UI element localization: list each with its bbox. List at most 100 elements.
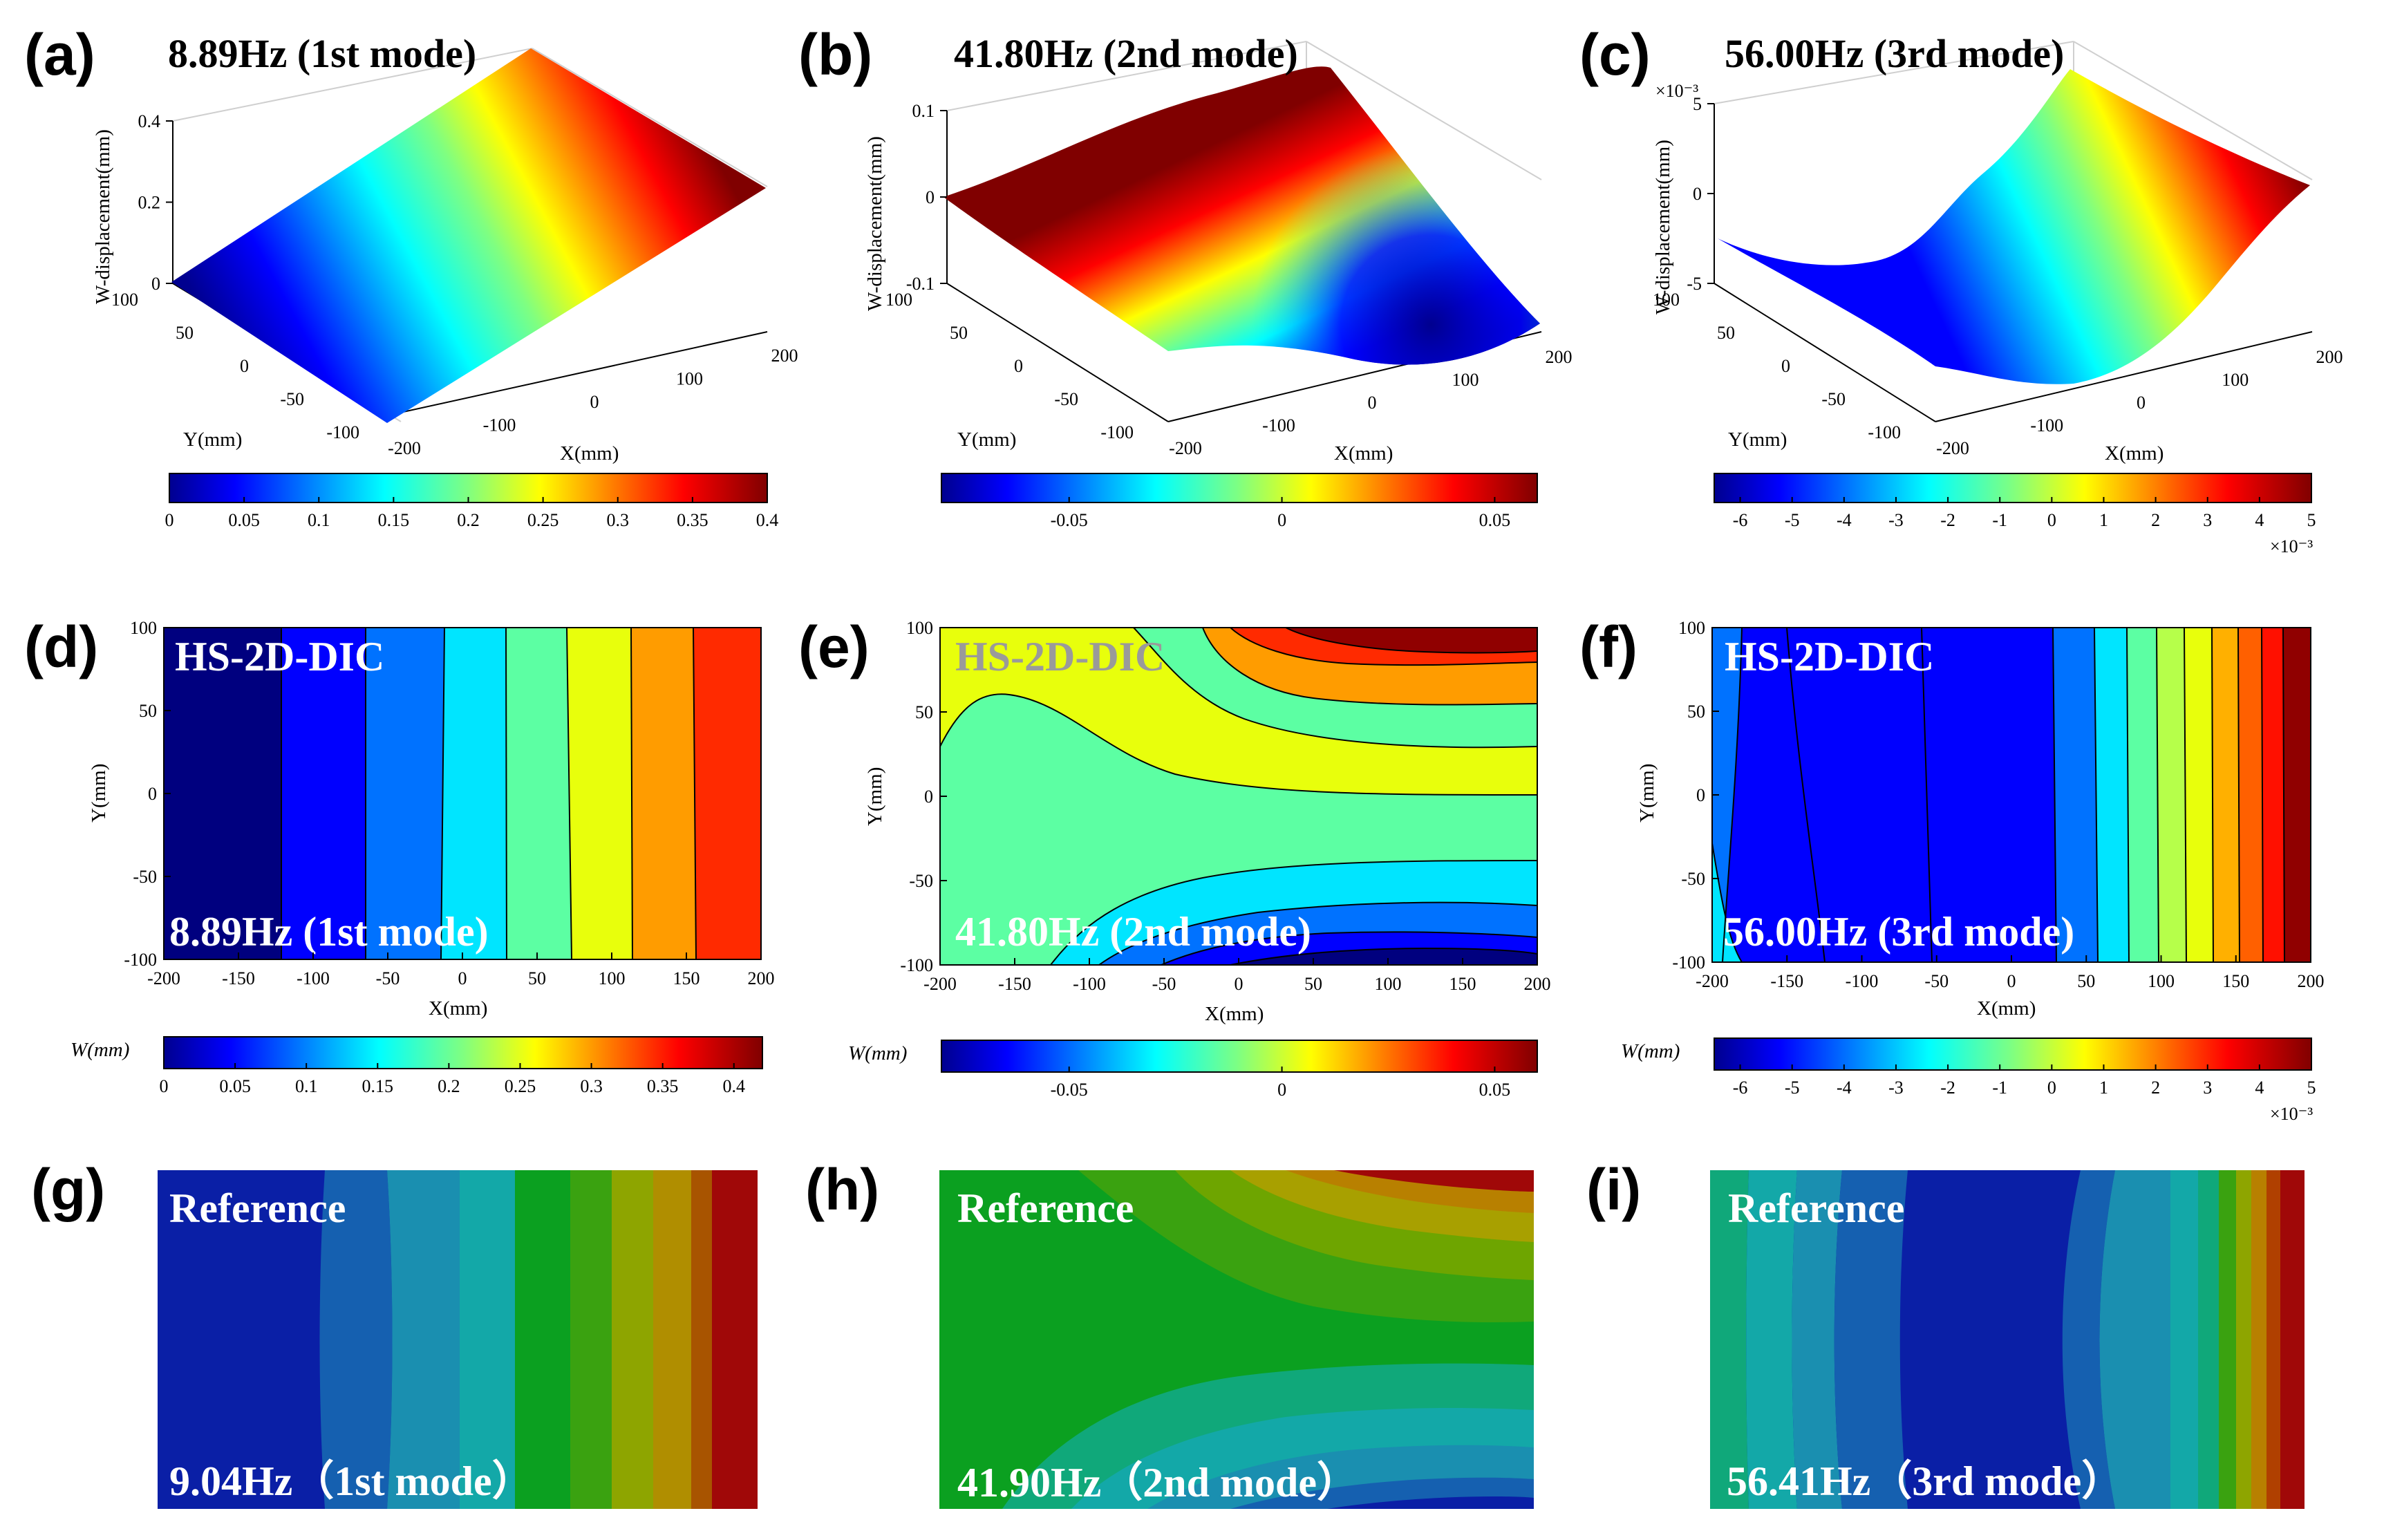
panel-d: (d) HS-2D-DIC 8.89Hz (1st mode) -200 -150…	[24, 614, 775, 1020]
xtick-a: -100	[483, 415, 516, 435]
colorbar-tick-c: -1	[1992, 510, 2007, 530]
xlabel-f: X(mm)	[1977, 997, 2036, 1020]
panel-f: (f) HS-2D-DIC 56.00Hz (3rd mode) -200 -15…	[1579, 614, 2325, 1020]
ytick-a: -50	[280, 389, 304, 409]
colorbar-e	[941, 1040, 1538, 1073]
xtick-b: 100	[1452, 370, 1479, 390]
xtick-b: -200	[1169, 438, 1202, 458]
xtick-e: -100	[1073, 974, 1106, 994]
colorbar-tick-f: 1	[2099, 1078, 2108, 1098]
xlabel-a: X(mm)	[560, 442, 619, 464]
xtick-f: -150	[1770, 971, 1803, 991]
colorbar-tick-f: -1	[1992, 1078, 2007, 1098]
xtick-c: 100	[2222, 370, 2249, 390]
contour-f-bands	[1712, 628, 2311, 962]
ytick-b: 0	[1014, 356, 1023, 376]
ytick-c: -50	[1821, 389, 1846, 409]
ztick-c: -5	[1687, 274, 1702, 294]
panel-label-f: (f)	[1579, 614, 1637, 679]
xtick-b: -100	[1262, 415, 1295, 435]
xtick-f: -50	[1924, 971, 1949, 991]
colorbar-tick-c: -5	[1785, 510, 1800, 530]
overlay-bottom-f: 56.00Hz (3rd mode)	[1723, 909, 2074, 955]
colorbar-b	[941, 473, 1538, 503]
surface-a	[171, 48, 766, 423]
panel-a: (a) 8.89Hz (1st mode) 0 0.2 0.4 100 50 0 -50 -1…	[24, 22, 798, 464]
colorbar-tick-d: 0.35	[647, 1076, 679, 1096]
xtick-d: 150	[673, 968, 700, 988]
colorbar-tick-c: -6	[1733, 510, 1748, 530]
colorbar-tick-e: 0.05	[1479, 1080, 1511, 1100]
ztick-c: 5	[1693, 94, 1702, 114]
colorbar-tick-d: 0.2	[438, 1076, 460, 1096]
ytick-d: -50	[133, 867, 157, 887]
ztick-b: 0	[926, 187, 935, 207]
panel-f-ticks: -200 -150 -100 -50 0 50 100 150 200 -100 -50 0 50 100	[1672, 618, 2324, 991]
colorbar-tick-a: 0.2	[457, 510, 480, 530]
ztick-c: 0	[1693, 184, 1702, 204]
overlay-top-i: Reference	[1728, 1185, 1904, 1231]
ytick-e: 0	[924, 787, 933, 807]
ytick-f: 50	[1687, 702, 1705, 722]
ztick-a: 0.4	[138, 111, 161, 131]
panel-d-ticks: -200 -150 -100 -50 0 50 100 150 200 -100 -50 0 50 100	[124, 618, 774, 988]
colorbar-exponent-c: ×10⁻³	[2270, 536, 2313, 556]
overlay-top-e: HS-2D-DIC	[955, 634, 1165, 679]
contour-d-lines	[281, 627, 697, 960]
ztick-b: -0.1	[906, 274, 935, 294]
ref-h-bands	[939, 1170, 1534, 1509]
ztick-a: 0	[151, 274, 160, 294]
colorbar-tick-e: 0	[1277, 1080, 1286, 1100]
colorbar-tick-c: 0	[2047, 510, 2056, 530]
ytick-f: 100	[1678, 618, 1705, 638]
overlay-bottom-h: 41.90Hz（2nd mode）	[957, 1459, 1358, 1505]
colorbar-tick-b: 0.05	[1479, 510, 1511, 530]
xtick-d: 50	[528, 968, 546, 988]
panel-h: (h) Reference 41.90Hz（2nd mode）	[805, 1157, 1534, 1509]
colorbar-tick-d: 0.3	[580, 1076, 603, 1096]
panel-label-e: (e)	[798, 614, 870, 679]
colorbar-tick-a: 0	[165, 510, 174, 530]
colorbar-d	[163, 1036, 763, 1069]
overlay-top-h: Reference	[957, 1185, 1134, 1231]
panel-label-b: (b)	[798, 22, 872, 87]
contour-f-lines	[1712, 628, 2285, 962]
ytick-d: 100	[130, 618, 157, 638]
panel-g: (g) Reference 9.04Hz（1st mode）	[31, 1157, 758, 1509]
ytick-c: -100	[1868, 422, 1901, 442]
colorbar-tick-a: 0.35	[677, 510, 708, 530]
ytick-a: 50	[176, 323, 194, 343]
ytick-e: 100	[906, 618, 933, 638]
overlay-top-d: HS-2D-DIC	[175, 634, 384, 679]
panel-label-i: (i)	[1586, 1157, 1641, 1222]
xtick-e: 100	[1375, 974, 1402, 994]
colorbar-tick-a: 0.05	[228, 510, 260, 530]
xtick-d: 100	[599, 968, 626, 988]
surface-c	[1718, 69, 2310, 384]
ytick-f: -50	[1681, 869, 1705, 889]
colorbar-label-e: W(mm)	[848, 1042, 907, 1064]
colorbar-tick-f: 0	[2047, 1078, 2056, 1098]
zlabel-c: W-displacement(mm)	[1652, 140, 1674, 314]
colorbar-tick-c: 2	[2151, 510, 2160, 530]
colorbar-tick-d: 0.4	[723, 1076, 746, 1096]
ytick-e: 50	[915, 702, 933, 722]
xtick-f: 200	[2298, 971, 2325, 991]
colorbar-tick-f: -3	[1888, 1078, 1904, 1098]
ylabel-d: Y(mm)	[88, 764, 110, 823]
ytick-c: 50	[1717, 323, 1735, 343]
colorbar-tick-b: 0	[1277, 510, 1286, 530]
xtick-f: -100	[1846, 971, 1879, 991]
xtick-d: -100	[297, 968, 330, 988]
overlay-bottom-e: 41.80Hz (2nd mode)	[955, 909, 1311, 955]
xtick-b: 0	[1368, 393, 1377, 413]
ylabel-a: Y(mm)	[183, 429, 242, 451]
colorbar-tick-f: 5	[2307, 1078, 2316, 1098]
xtick-e: 0	[1235, 974, 1243, 994]
zexp-c: ×10⁻³	[1655, 81, 1698, 101]
xtick-e: -200	[923, 974, 957, 994]
xtick-a: 0	[590, 392, 599, 412]
xtick-f: 150	[2222, 971, 2249, 991]
